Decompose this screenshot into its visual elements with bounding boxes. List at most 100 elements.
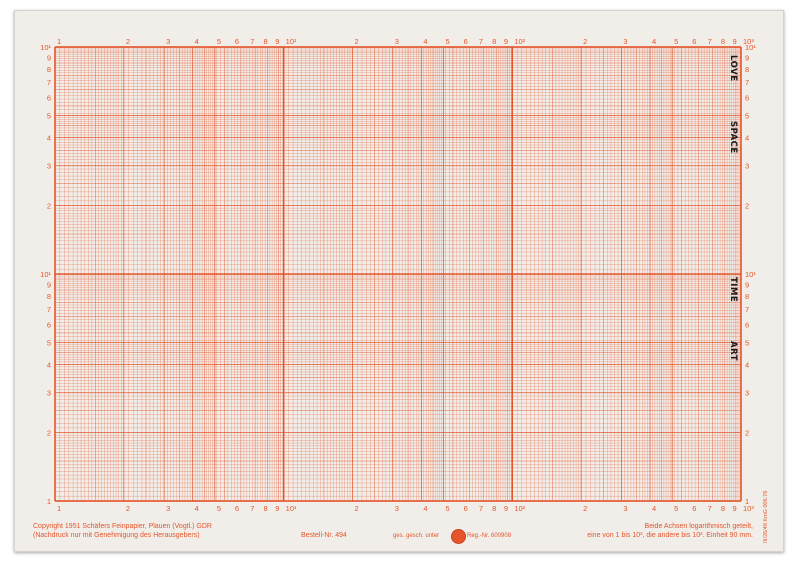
x-axis-top-label: 2 bbox=[583, 37, 587, 46]
y-axis-left-label: 4 bbox=[47, 360, 51, 369]
x-axis-top-label: 9 bbox=[275, 37, 279, 46]
y-axis-right-label: 3 bbox=[745, 162, 749, 171]
x-axis-top-label: 4 bbox=[652, 37, 656, 46]
x-axis-top-label: 9 bbox=[504, 37, 508, 46]
x-axis-bottom-label: 6 bbox=[692, 504, 696, 513]
x-axis-top-label: 2 bbox=[355, 37, 359, 46]
x-axis-top-label: 8 bbox=[721, 37, 725, 46]
log-graph-paper-sheet: 1 2 3 4 5 6 7 8 9 10¹ 2 3 4 5 6 7 8 9 10² 2 3 4 5 6 7 8 9 10³ 1 2 3 4 5 6… bbox=[14, 10, 784, 552]
y-axis-left-label: 8 bbox=[47, 65, 51, 74]
y-axis-right-label: 8 bbox=[745, 65, 749, 74]
protection-text: ges. gesch. unter bbox=[393, 533, 440, 539]
y-axis-right-label: 6 bbox=[745, 320, 749, 329]
x-axis-top-label: 4 bbox=[195, 37, 199, 46]
x-axis-top-label: 7 bbox=[250, 37, 254, 46]
x-axis-bottom-label: 3 bbox=[623, 504, 627, 513]
y-axis-right-label: 7 bbox=[745, 78, 749, 87]
x-axis-bottom-label: 5 bbox=[217, 504, 221, 513]
copyright-line-2: (Nachdruck nur mit Genehmigung des Herau… bbox=[33, 532, 200, 539]
x-axis-bottom-label: 2 bbox=[126, 504, 130, 513]
x-axis-bottom-label: 6 bbox=[235, 504, 239, 513]
x-axis-top-label: 6 bbox=[692, 37, 696, 46]
x-axis-top-label: 3 bbox=[395, 37, 399, 46]
x-axis-bottom-label: 7 bbox=[708, 504, 712, 513]
x-axis-bottom-label: 2 bbox=[355, 504, 359, 513]
y-axis-left-label: 5 bbox=[47, 111, 51, 120]
x-axis-bottom-label: 8 bbox=[721, 504, 725, 513]
y-axis-left-label: 10¹ bbox=[40, 270, 51, 279]
y-axis-right-label: 8 bbox=[745, 292, 749, 301]
y-axis-right-label: 2 bbox=[745, 429, 749, 438]
x-axis-top-label: 2 bbox=[126, 37, 130, 46]
x-axis-bottom-label: 1 bbox=[57, 504, 61, 513]
y-axis-left-label: 9 bbox=[47, 280, 51, 289]
y-axis-left-label: 4 bbox=[47, 133, 51, 142]
seal-logo bbox=[451, 529, 466, 544]
x-axis-bottom-label: 5 bbox=[445, 504, 449, 513]
y-axis-left-label: 5 bbox=[47, 338, 51, 347]
x-axis-bottom-label: 8 bbox=[492, 504, 496, 513]
copyright-line-1: Copyright 1951 Schäfers Feinpapier, Plau… bbox=[33, 523, 212, 530]
x-axis-top-label: 10¹ bbox=[286, 37, 297, 46]
x-axis-bottom-label: 9 bbox=[733, 504, 737, 513]
x-axis-top-label: 10² bbox=[514, 37, 525, 46]
x-axis-bottom-label: 6 bbox=[464, 504, 468, 513]
x-axis-bottom-label: 8 bbox=[264, 504, 268, 513]
x-axis-top-label: 1 bbox=[57, 37, 61, 46]
y-axis-right-label: 9 bbox=[745, 53, 749, 62]
y-axis-left-label: 3 bbox=[47, 389, 51, 398]
y-axis-right-label: 4 bbox=[745, 360, 749, 369]
x-axis-top-label: 3 bbox=[166, 37, 170, 46]
y-axis-left-label: 7 bbox=[47, 305, 51, 314]
y-axis-right-label: 5 bbox=[745, 111, 749, 120]
y-axis-right-label: 2 bbox=[745, 202, 749, 211]
order-number: Bestell-Nr. 494 bbox=[301, 532, 347, 539]
x-axis-bottom-label: 10² bbox=[514, 504, 525, 513]
margin-word-space: SPACE bbox=[728, 121, 738, 154]
x-axis-top-label: 4 bbox=[423, 37, 427, 46]
x-axis-top-label: 10³ bbox=[743, 37, 754, 46]
x-axis-top-label: 5 bbox=[445, 37, 449, 46]
y-axis-right-label: 4 bbox=[745, 133, 749, 142]
y-axis-left-label: 6 bbox=[47, 93, 51, 102]
x-axis-top-label: 7 bbox=[479, 37, 483, 46]
x-axis-bottom-label: 10³ bbox=[743, 504, 754, 513]
y-axis-left-label: 7 bbox=[47, 78, 51, 87]
x-axis-top-label: 9 bbox=[733, 37, 737, 46]
y-axis-right-label: 10¹ bbox=[745, 43, 756, 52]
y-axis-right-label: 1 bbox=[745, 497, 749, 506]
x-axis-bottom-label: 4 bbox=[195, 504, 199, 513]
y-axis-left-label: 6 bbox=[47, 320, 51, 329]
x-axis-top-label: 8 bbox=[264, 37, 268, 46]
x-axis-bottom-label: 9 bbox=[504, 504, 508, 513]
y-axis-right-label: 9 bbox=[745, 280, 749, 289]
x-axis-bottom-label: 10¹ bbox=[286, 504, 297, 513]
x-axis-top-label: 7 bbox=[708, 37, 712, 46]
margin-word-love: LOVE bbox=[728, 55, 738, 82]
side-code: III/26/48 KmG 006.76 bbox=[763, 490, 769, 543]
y-axis-left-label: 8 bbox=[47, 292, 51, 301]
y-axis-right-label: 3 bbox=[745, 389, 749, 398]
x-axis-top-label: 5 bbox=[217, 37, 221, 46]
x-axis-bottom-label: 3 bbox=[166, 504, 170, 513]
x-axis-bottom-label: 3 bbox=[395, 504, 399, 513]
x-axis-top-label: 8 bbox=[492, 37, 496, 46]
x-axis-bottom-label: 7 bbox=[479, 504, 483, 513]
y-axis-right-label: 5 bbox=[745, 338, 749, 347]
y-axis-left-label: 2 bbox=[47, 429, 51, 438]
margin-word-art: ART bbox=[728, 341, 738, 361]
x-axis-bottom-label: 5 bbox=[674, 504, 678, 513]
y-axis-right-label: 6 bbox=[745, 93, 749, 102]
x-axis-bottom-label: 4 bbox=[423, 504, 427, 513]
x-axis-bottom-label: 2 bbox=[583, 504, 587, 513]
registration-number: Reg.-Nr. 600908 bbox=[467, 533, 512, 539]
y-axis-left-label: 9 bbox=[47, 53, 51, 62]
y-axis-left-label: 2 bbox=[47, 202, 51, 211]
note-line-1: Beide Achsen logarithmisch geteilt, bbox=[644, 523, 753, 530]
y-axis-right-label: 10¹ bbox=[745, 270, 756, 279]
y-axis-left-label: 3 bbox=[47, 162, 51, 171]
x-axis-top-label: 6 bbox=[235, 37, 239, 46]
x-axis-top-label: 6 bbox=[464, 37, 468, 46]
x-axis-bottom-label: 9 bbox=[275, 504, 279, 513]
